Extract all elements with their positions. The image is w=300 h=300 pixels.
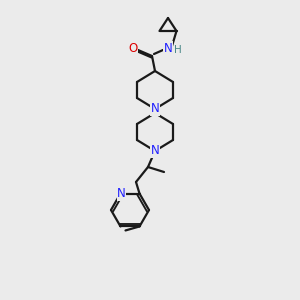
Text: N: N: [117, 187, 126, 200]
Text: O: O: [128, 43, 138, 56]
Text: N: N: [151, 103, 159, 116]
Text: H: H: [174, 45, 182, 55]
Text: N: N: [164, 41, 172, 55]
Text: N: N: [151, 145, 159, 158]
